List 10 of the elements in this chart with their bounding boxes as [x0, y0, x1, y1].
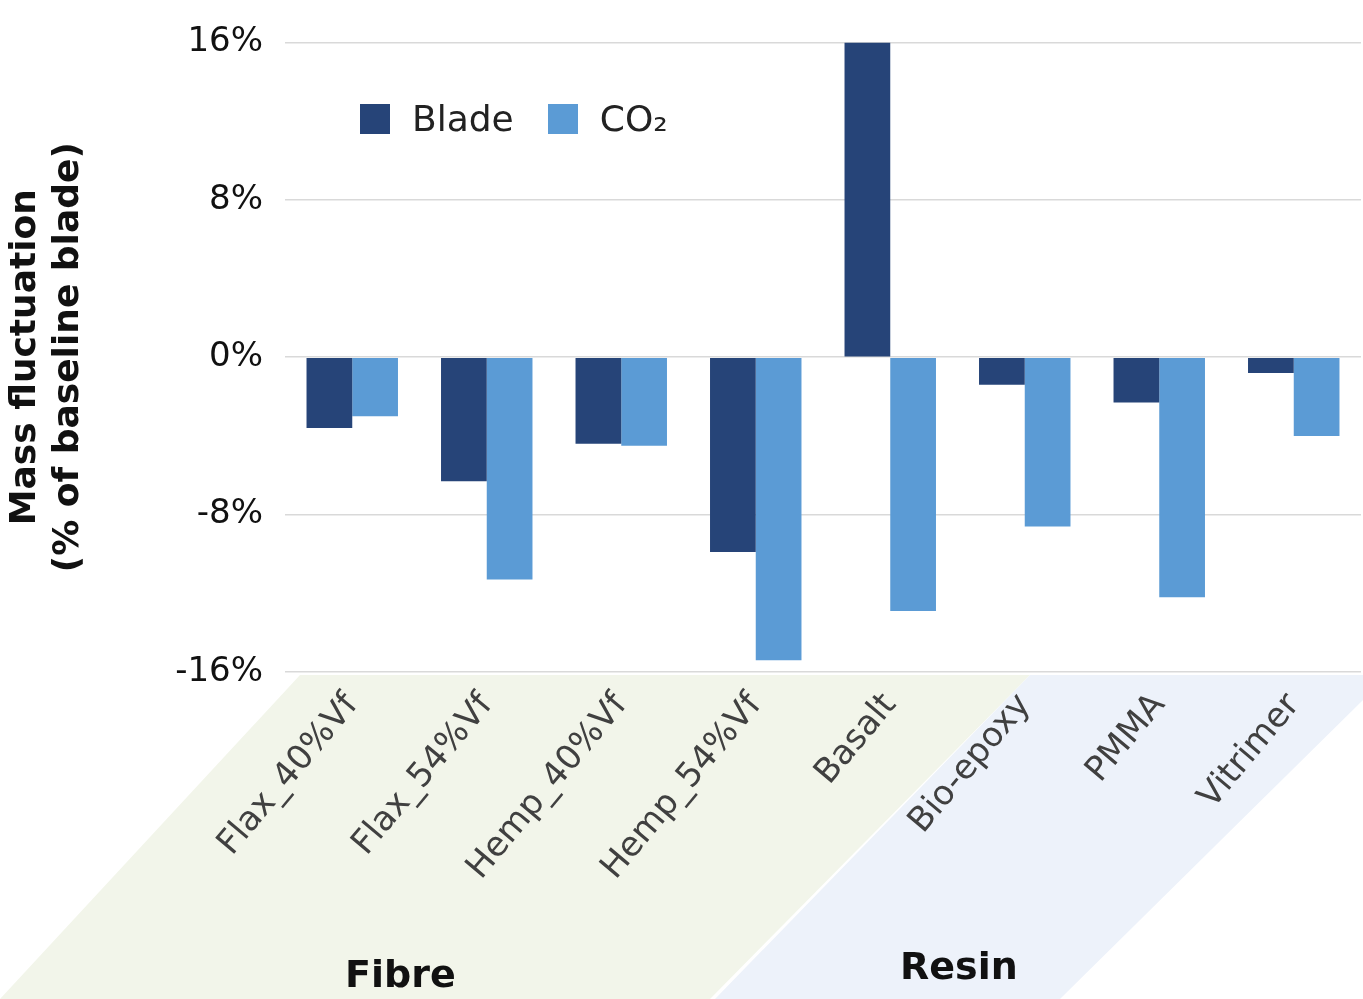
text: Resin: [900, 944, 1018, 988]
y-tick-label: 16%: [187, 19, 263, 60]
y-tick-label: -8%: [196, 491, 263, 532]
legend-label: Blade: [412, 98, 514, 139]
y-tick-label: 0%: [209, 334, 263, 375]
y-axis-title: Mass fluctuation (% of baseline blade): [1, 142, 87, 573]
legend-label: CO₂: [599, 98, 668, 139]
y-tick-label: -16%: [175, 648, 263, 689]
text: Fibre: [345, 952, 456, 996]
y-tick-label: 8%: [209, 176, 263, 217]
